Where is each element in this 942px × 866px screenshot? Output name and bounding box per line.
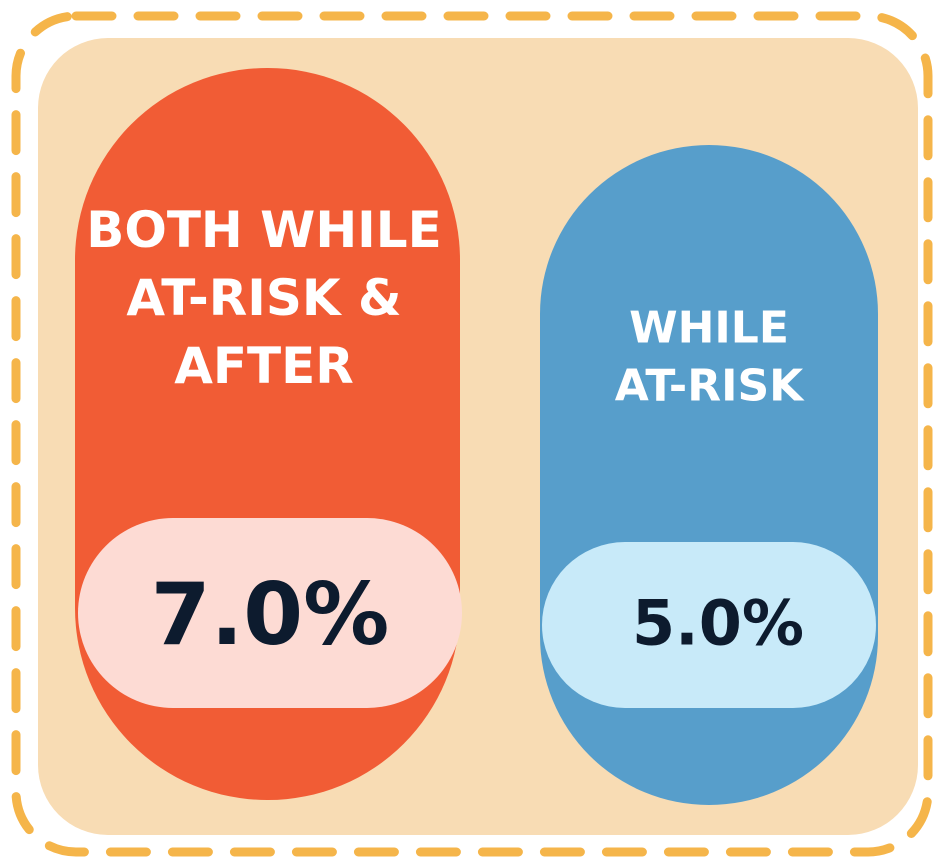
label-line: AT-RISK &	[126, 269, 401, 327]
label-line: WHILE	[629, 303, 789, 354]
dashed-border	[11, 11, 933, 857]
label-line: BOTH WHILE	[86, 201, 442, 259]
value: 5.0%	[632, 587, 804, 660]
label-line: AFTER	[174, 337, 354, 395]
label-line: AT-RISK	[615, 361, 805, 412]
orange-value-pill	[78, 518, 462, 708]
blue-value-pill	[542, 542, 876, 708]
value: 7.0%	[151, 565, 390, 665]
